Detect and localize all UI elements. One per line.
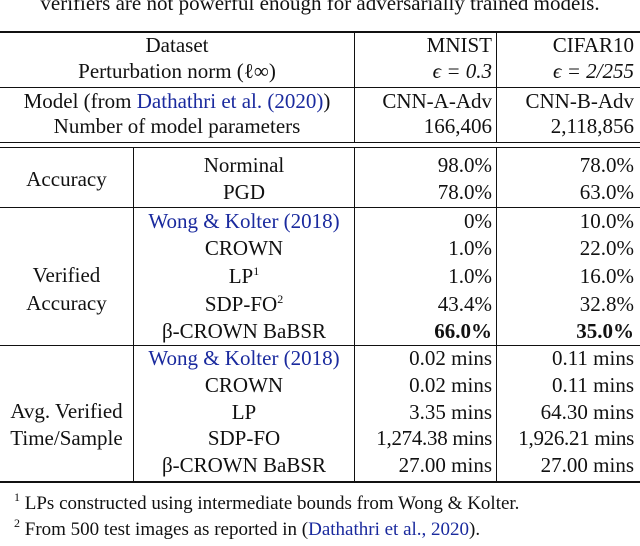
footnote-mark-1: 1	[253, 264, 260, 278]
time-lp-mnist: 3.35 mins	[409, 400, 492, 424]
verified-lp-cifar: 16.0%	[579, 264, 634, 288]
verified-beta-crown-mnist: 66.0%	[434, 319, 492, 343]
method-norminal: Norminal	[203, 153, 285, 177]
cifar-model: CNN-B-Adv	[525, 89, 635, 113]
model-label: Model (from Dathathri et al. (2020))	[0, 88, 354, 114]
time-crown-mnist: 0.02 mins	[409, 373, 492, 397]
time-method-beta-crown: β-CROWN BaBSR	[161, 453, 327, 477]
model-citation-link[interactable]: Dathathri et al. (2020)	[136, 89, 324, 113]
verified-crown-mnist: 1.0%	[448, 236, 492, 260]
time-beta-crown-mnist: 27.00 mins	[398, 453, 492, 477]
col-rule-mnist-cifar-header	[496, 33, 497, 142]
norminal-cifar: 78.0%	[579, 153, 634, 177]
method-sdp-fo-label: SDP-FO	[204, 292, 278, 316]
method-crown: CROWN	[204, 236, 284, 260]
mnist-name: MNIST	[426, 33, 492, 57]
dataset-label: Dataset	[145, 33, 209, 57]
footnote-1-text: LPs constructed using intermediate bound…	[24, 493, 520, 514]
method-beta-crown: β-CROWN BaBSR	[161, 319, 327, 343]
method-lp: LP1	[134, 263, 354, 289]
verified-group-label-1: Verified	[32, 263, 101, 287]
time-group-label-2: Time/Sample	[10, 426, 123, 450]
mnist-params: 166,406	[423, 114, 492, 138]
verified-group-label-2: Accuracy	[26, 291, 107, 315]
cifar-name: CIFAR10	[552, 33, 634, 57]
method-sdp-fo: SDP-FO2	[134, 291, 354, 317]
verified-lp-mnist: 1.0%	[448, 264, 492, 288]
bottom-rule	[0, 481, 640, 483]
norminal-mnist: 98.0%	[437, 153, 492, 177]
footnote-2-citation-link[interactable]: Dathathri et al., 2020	[308, 519, 470, 540]
footnote-2-text: From 500 test images as reported in (	[24, 519, 309, 540]
time-crown-cifar: 0.11 mins	[551, 373, 634, 397]
col-rule-header	[354, 33, 355, 142]
footnote-2-mark: 2	[14, 516, 20, 530]
time-wong-mnist: 0.02 mins	[409, 346, 492, 370]
verified-wong-mnist: 0%	[464, 209, 492, 233]
model-label-prefix: Model (from	[23, 89, 137, 113]
verified-sdp-cifar: 32.8%	[579, 292, 634, 316]
footnote-2-suffix: ).	[469, 519, 481, 540]
time-group-label-1: Avg. Verified	[10, 399, 123, 423]
caption-fragment: verifiers are not powerful enough for ad…	[40, 0, 600, 15]
time-method-crown: CROWN	[204, 373, 284, 397]
verified-sdp-mnist: 43.4%	[437, 292, 492, 316]
header-bottom-rule-1	[0, 142, 640, 143]
verified-wong-cifar: 10.0%	[579, 209, 634, 233]
top-rule	[0, 31, 640, 33]
time-method-sdp-fo: SDP-FO	[207, 426, 281, 450]
footnote-2: 2 From 500 test images as reported in (D…	[14, 516, 481, 542]
verified-beta-crown-cifar: 35.0%	[576, 319, 634, 343]
footnote-1-mark: 1	[14, 490, 20, 504]
footnote-mark-2: 2	[277, 292, 284, 306]
method-pgd: PGD	[222, 180, 265, 204]
time-sdp-cifar: 1,926.21 mins	[518, 426, 634, 450]
method-wong-kolter-link[interactable]: Wong & Kolter (2018)	[148, 209, 340, 233]
model-label-suffix: )	[323, 89, 331, 113]
header-mid-rule	[0, 87, 640, 88]
cifar-params: 2,118,856	[550, 114, 634, 138]
col-rule-group	[133, 148, 134, 481]
verified-crown-cifar: 22.0%	[579, 236, 634, 260]
pgd-cifar: 63.0%	[579, 180, 634, 204]
norm-label: Perturbation norm (ℓ∞)	[78, 59, 276, 83]
header-bottom-rule-2	[0, 147, 640, 148]
time-sdp-mnist: 1,274.38 mins	[376, 426, 492, 450]
mnist-model: CNN-A-Adv	[382, 89, 492, 113]
col-rule-mnist-cifar	[496, 148, 497, 481]
time-beta-crown-cifar: 27.00 mins	[540, 453, 634, 477]
col-rule-method	[354, 148, 355, 481]
mnist-eps: ϵ = 0.3	[432, 59, 492, 83]
pgd-mnist: 78.0%	[437, 180, 492, 204]
time-lp-cifar: 64.30 mins	[540, 400, 634, 424]
time-method-lp: LP	[231, 400, 257, 424]
verified-bottom-rule	[0, 345, 640, 346]
method-lp-label: LP	[228, 264, 254, 288]
time-method-wong-kolter-link[interactable]: Wong & Kolter (2018)	[148, 346, 340, 370]
time-wong-cifar: 0.11 mins	[551, 346, 634, 370]
accuracy-group-label: Accuracy	[26, 167, 107, 191]
cifar-eps: ϵ = 2/255	[553, 59, 634, 83]
accuracy-bottom-rule	[0, 207, 640, 208]
params-label: Number of model parameters	[53, 114, 301, 138]
footnote-1: 1 LPs constructed using intermediate bou…	[14, 490, 520, 516]
